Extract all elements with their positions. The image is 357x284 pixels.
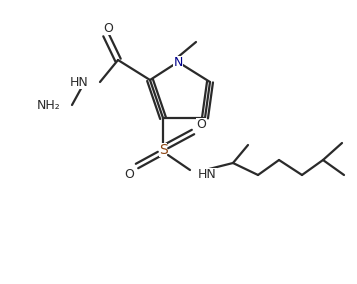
Text: O: O xyxy=(103,22,113,34)
Text: O: O xyxy=(196,118,206,131)
Text: NH₂: NH₂ xyxy=(36,99,60,112)
Text: O: O xyxy=(124,168,134,181)
Text: N: N xyxy=(173,55,183,68)
Text: S: S xyxy=(159,143,167,157)
Text: HN: HN xyxy=(198,168,217,181)
Text: HN: HN xyxy=(69,76,88,89)
